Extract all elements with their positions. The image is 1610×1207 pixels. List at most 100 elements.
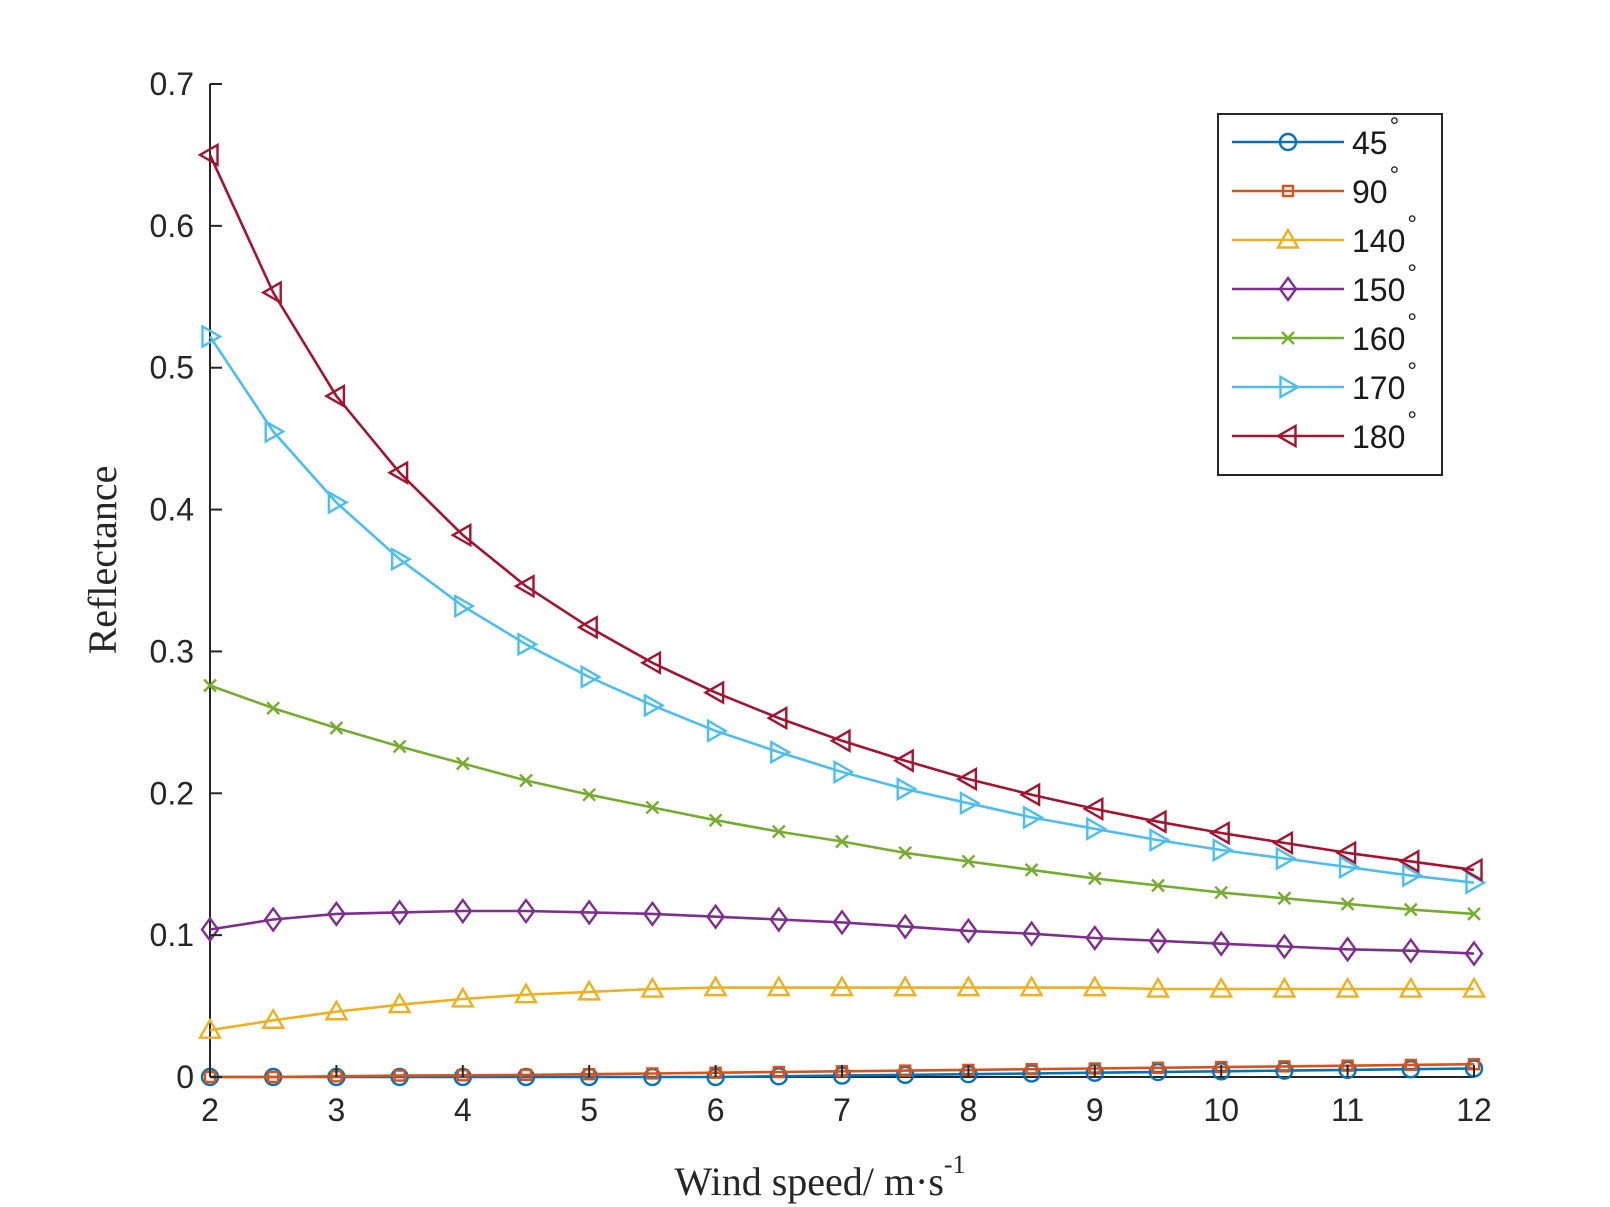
data-point-160 (1151, 878, 1165, 893)
legend-item-170: 170° (1232, 358, 1417, 406)
data-point-140 (1398, 976, 1423, 998)
legend-item-90: 90° (1232, 162, 1399, 210)
data-point-180 (1398, 849, 1420, 874)
data-point-180 (703, 680, 725, 705)
data-point-150 (1274, 933, 1294, 960)
data-point-140 (766, 975, 791, 997)
data-point-170 (264, 419, 286, 444)
x-tick-label: 9 (1086, 1092, 1104, 1128)
series-150 (200, 897, 1484, 967)
series-line-170 (208, 335, 1475, 884)
data-point-170 (1149, 828, 1171, 853)
data-point-140 (829, 975, 855, 997)
data-point-160 (1403, 902, 1418, 917)
series-layer (197, 142, 1487, 1087)
data-point-180 (639, 650, 662, 675)
data-point-90 (1025, 1062, 1038, 1076)
data-point-160 (392, 739, 407, 754)
legend-item-160: 160° (1232, 309, 1417, 357)
x-tick-label: 11 (1331, 1092, 1364, 1128)
data-point-150 (326, 900, 346, 927)
data-point-150 (200, 916, 220, 943)
data-point-150 (1401, 937, 1421, 964)
series-line-150 (209, 909, 1475, 955)
data-point-140 (1019, 975, 1044, 997)
y-tick-label: 0 (176, 1059, 194, 1095)
data-point-140 (1335, 976, 1360, 998)
data-point-160 (708, 813, 723, 828)
data-point-180 (1082, 796, 1104, 821)
data-point-45 (1148, 1062, 1168, 1082)
data-point-160 (898, 846, 913, 860)
data-point-45 (1338, 1060, 1357, 1080)
data-point-170 (706, 718, 729, 743)
series-160 (203, 678, 1481, 921)
data-point-45 (390, 1067, 409, 1087)
data-point-140 (1272, 976, 1297, 998)
data-point-140 (324, 999, 349, 1021)
data-point-150 (1464, 940, 1484, 967)
data-point-150 (895, 913, 915, 940)
legend-item-140: 140° (1232, 211, 1417, 259)
series-line-180 (208, 154, 1475, 872)
legend-item-45: 45° (1232, 113, 1399, 161)
series-line-140 (209, 986, 1474, 1032)
data-point-45 (896, 1065, 915, 1085)
x-tick-label: 6 (707, 1092, 725, 1128)
data-point-140 (513, 982, 539, 1004)
data-point-180 (1271, 830, 1294, 856)
data-point-160 (835, 834, 849, 849)
data-point-90 (267, 1070, 280, 1084)
legend-label: 90° (1352, 162, 1399, 210)
data-point-170 (896, 776, 918, 802)
y-tick-label: 0.3 (150, 633, 194, 669)
data-point-150 (516, 897, 536, 925)
data-point-180 (1335, 840, 1357, 865)
data-point-180 (323, 384, 346, 409)
legend-marker (1275, 423, 1297, 449)
data-point-140 (703, 975, 728, 997)
data-point-140 (956, 975, 981, 997)
series-140 (197, 975, 1487, 1039)
data-point-90 (646, 1067, 659, 1080)
legend-label: 170° (1352, 358, 1417, 406)
data-point-180 (513, 574, 535, 599)
data-point-170 (959, 791, 981, 816)
data-point-150 (958, 917, 978, 944)
x-axis-label-superscript: -1 (944, 1150, 966, 1179)
data-point-140 (1082, 975, 1107, 997)
data-point-90 (772, 1065, 785, 1079)
data-point-160 (582, 787, 597, 802)
x-tick-label: 3 (328, 1092, 346, 1128)
ticks-layer: 2 3 4 5 6 7 8 9 10 11 12 0 0.1 0.2 0.3 0.4 0.5 0.6 0.7 (150, 66, 1492, 1128)
data-point-45 (1211, 1062, 1231, 1081)
data-point-45 (769, 1067, 788, 1086)
data-point-140 (640, 976, 665, 998)
data-point-180 (197, 142, 219, 167)
data-point-140 (261, 1007, 286, 1029)
data-point-160 (1340, 897, 1355, 911)
y-tick-label: 0.2 (150, 775, 194, 811)
y-axis-label: Reflectance (80, 466, 125, 655)
x-tick-label: 10 (1203, 1092, 1239, 1128)
data-point-150 (579, 899, 599, 926)
data-point-140 (450, 986, 475, 1008)
data-point-160 (645, 800, 660, 815)
data-point-180 (892, 748, 914, 773)
data-point-150 (1211, 930, 1231, 957)
legend-marker (1275, 227, 1301, 249)
data-point-90 (519, 1068, 533, 1082)
series-170 (201, 324, 1487, 895)
data-point-170 (1086, 816, 1108, 841)
data-point-160 (1214, 885, 1229, 900)
y-tick-label: 0.5 (150, 350, 194, 386)
data-point-180 (387, 460, 409, 485)
data-point-160 (455, 756, 470, 771)
data-point-150 (1085, 924, 1105, 952)
x-tick-label: 2 (201, 1092, 219, 1128)
data-point-90 (899, 1064, 912, 1077)
data-point-150 (263, 906, 283, 933)
data-point-150 (1148, 927, 1168, 954)
legend-marker (1281, 184, 1295, 198)
